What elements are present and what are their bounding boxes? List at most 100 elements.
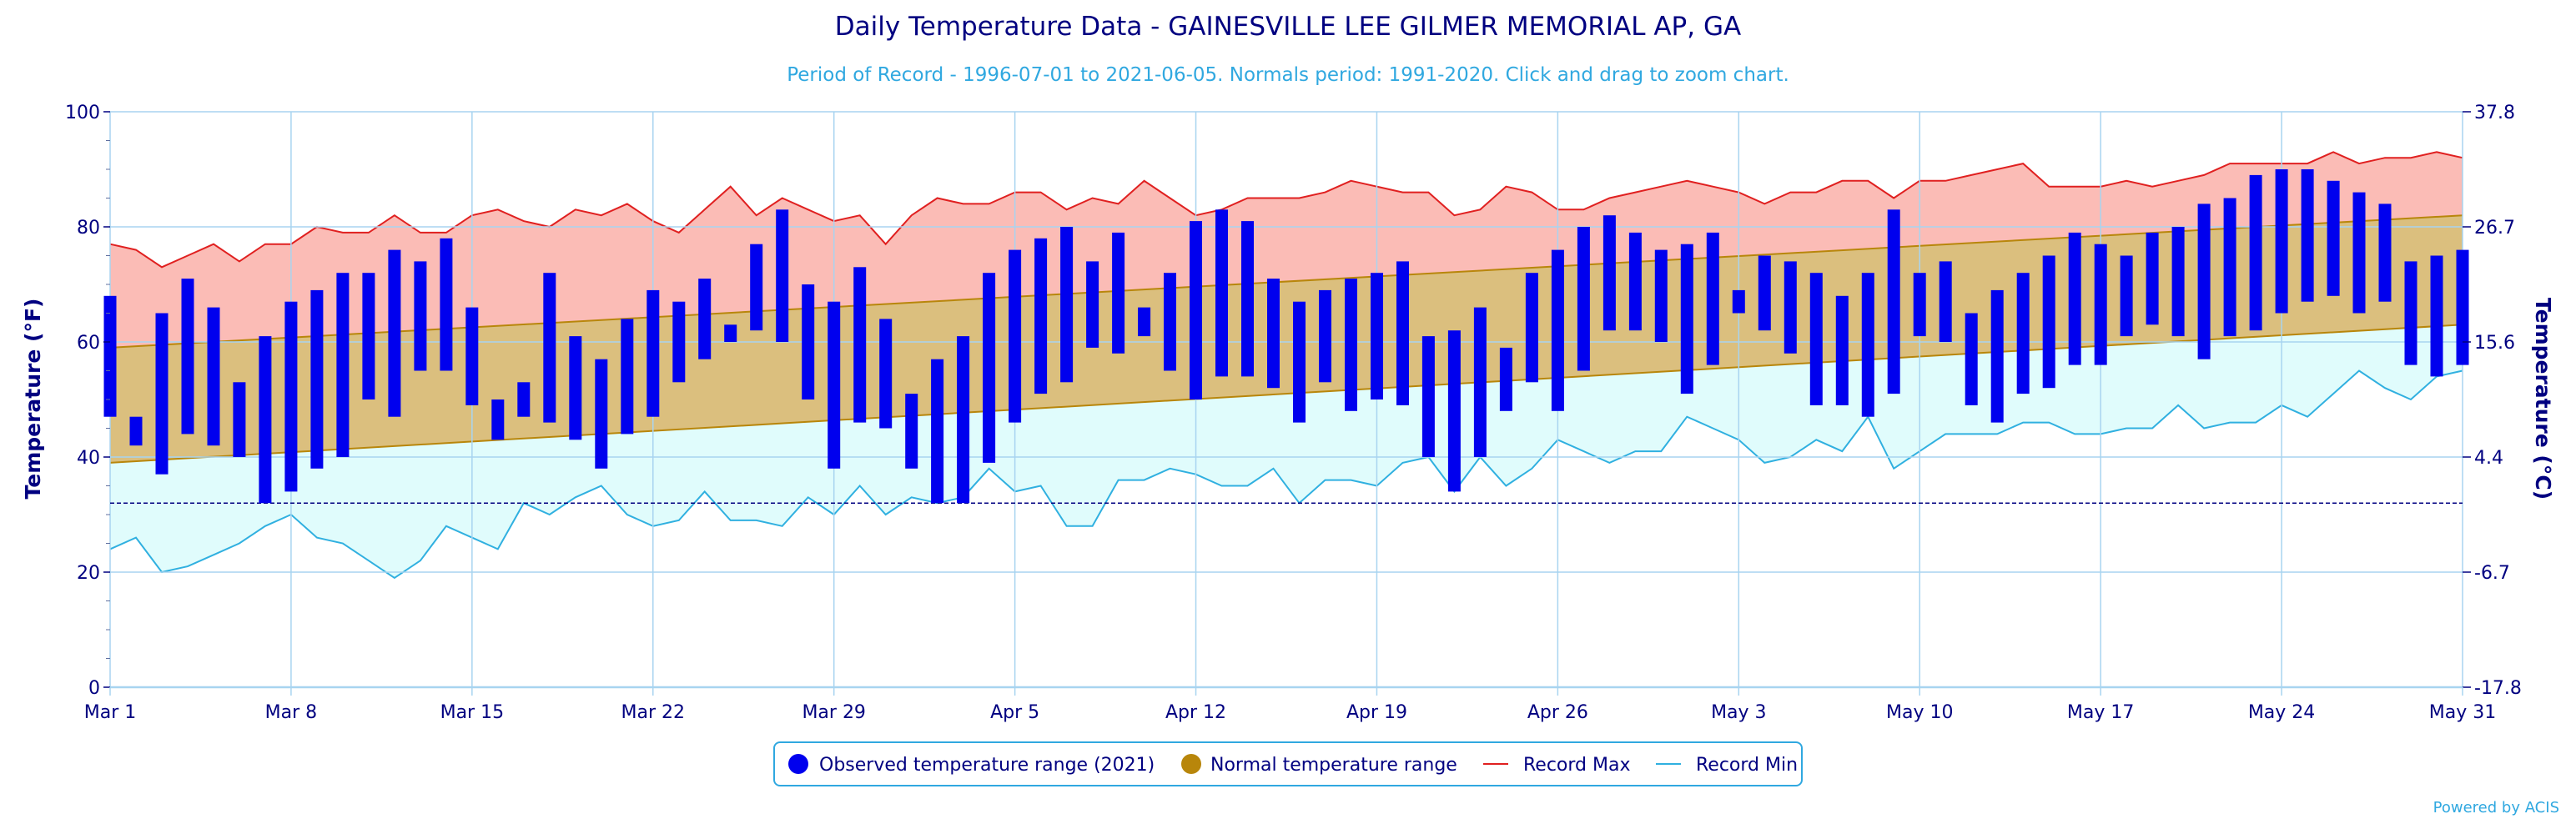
observed-bar[interactable] xyxy=(1990,289,2004,423)
observed-bar[interactable] xyxy=(1809,273,1823,405)
observed-bar[interactable] xyxy=(1758,255,1771,331)
observed-bar[interactable] xyxy=(336,273,350,457)
observed-bar[interactable] xyxy=(595,359,608,469)
observed-bar[interactable] xyxy=(853,267,867,423)
observed-bar[interactable] xyxy=(1861,273,1874,417)
observed-bar[interactable] xyxy=(543,273,556,423)
observed-bar[interactable] xyxy=(129,416,143,446)
observed-bar[interactable] xyxy=(284,301,298,492)
observed-bar[interactable] xyxy=(491,399,505,440)
observed-bar[interactable] xyxy=(2275,169,2288,314)
observed-bar[interactable] xyxy=(1112,232,1125,354)
observed-bar[interactable] xyxy=(1009,249,1022,423)
observed-bar[interactable] xyxy=(1319,289,1331,383)
observed-bar[interactable] xyxy=(2171,227,2185,337)
observed-bar[interactable] xyxy=(1525,273,1538,383)
observed-bar[interactable] xyxy=(1732,289,1745,314)
observed-bar[interactable] xyxy=(1034,238,1048,394)
observed-bar[interactable] xyxy=(569,336,582,440)
observed-bar[interactable] xyxy=(310,289,324,469)
observed-bar[interactable] xyxy=(1654,249,1668,342)
observed-bar[interactable] xyxy=(1060,227,1074,383)
observed-bar[interactable] xyxy=(1293,301,1306,423)
observed-bar[interactable] xyxy=(181,279,194,435)
observed-bar[interactable] xyxy=(2042,255,2055,389)
observed-bar[interactable] xyxy=(2146,232,2159,325)
observed-bar[interactable] xyxy=(2223,198,2236,337)
observed-bar[interactable] xyxy=(957,336,970,504)
observed-bar[interactable] xyxy=(207,307,220,446)
legend-item-observed[interactable]: Observed temperature range (2021) xyxy=(788,754,1155,776)
observed-bar[interactable] xyxy=(2404,261,2418,365)
observed-bar[interactable] xyxy=(1577,227,1590,371)
observed-bar[interactable] xyxy=(1499,347,1512,411)
observed-bar[interactable] xyxy=(1138,307,1151,337)
observed-bar[interactable] xyxy=(621,319,634,435)
observed-bar[interactable] xyxy=(983,273,996,463)
observed-bar[interactable] xyxy=(1680,244,1693,394)
observed-bar[interactable] xyxy=(259,336,272,504)
legend-item-record-min[interactable]: Record Min xyxy=(1656,755,1798,776)
observed-bar[interactable] xyxy=(828,301,841,469)
observed-bar[interactable] xyxy=(1965,313,1978,405)
observed-bar[interactable] xyxy=(1551,249,1564,411)
observed-bar[interactable] xyxy=(2068,232,2081,365)
observed-bar[interactable] xyxy=(647,289,660,417)
observed-bar[interactable] xyxy=(1345,279,1357,411)
observed-bar[interactable] xyxy=(2352,192,2366,314)
credit-link[interactable]: Powered by ACIS xyxy=(2433,799,2559,816)
observed-bar[interactable] xyxy=(465,307,479,405)
observed-bar[interactable] xyxy=(2378,203,2392,302)
observed-bar[interactable] xyxy=(802,284,815,399)
legend-item-normal[interactable]: Normal temperature range xyxy=(1181,754,1457,776)
observed-bar[interactable] xyxy=(1086,261,1099,348)
observed-bar[interactable] xyxy=(2301,169,2314,302)
observed-bar[interactable] xyxy=(672,301,686,383)
observed-bar[interactable] xyxy=(2327,180,2340,296)
observed-bar[interactable] xyxy=(1371,273,1383,399)
observed-bar[interactable] xyxy=(2249,174,2262,331)
observed-bar[interactable] xyxy=(103,295,117,417)
observed-bar[interactable] xyxy=(1267,279,1280,389)
observed-bar[interactable] xyxy=(2197,203,2211,359)
observed-bar[interactable] xyxy=(362,273,375,399)
observed-bar[interactable] xyxy=(1421,336,1435,457)
observed-bar[interactable] xyxy=(2094,244,2107,365)
observed-bar[interactable] xyxy=(2430,255,2443,377)
observed-bar[interactable] xyxy=(1628,232,1642,331)
observed-bar[interactable] xyxy=(1602,215,1616,331)
observed-bar[interactable] xyxy=(233,382,246,457)
observed-bar[interactable] xyxy=(1913,273,1926,337)
observed-bar[interactable] xyxy=(1396,261,1409,405)
observed-bar[interactable] xyxy=(2016,273,2030,394)
observed-bar[interactable] xyxy=(2456,249,2469,365)
observed-bar[interactable] xyxy=(1835,295,1849,405)
observed-bar[interactable] xyxy=(388,249,401,417)
observed-bar[interactable] xyxy=(517,382,531,417)
observed-bar[interactable] xyxy=(1447,330,1461,492)
observed-bar[interactable] xyxy=(724,324,737,342)
observed-bar[interactable] xyxy=(155,313,169,475)
y-tick-label-left: 0 xyxy=(88,678,100,699)
observed-bar[interactable] xyxy=(1215,209,1228,377)
observed-bar[interactable] xyxy=(1939,261,1952,342)
observed-bar[interactable] xyxy=(776,209,789,342)
observed-bar[interactable] xyxy=(750,244,763,331)
legend-item-record-max[interactable]: Record Max xyxy=(1483,755,1631,776)
observed-bar[interactable] xyxy=(879,319,893,429)
observed-bar[interactable] xyxy=(1887,209,1900,394)
observed-bar[interactable] xyxy=(931,359,944,504)
observed-bar[interactable] xyxy=(698,279,712,359)
observed-bar[interactable] xyxy=(1164,273,1176,371)
observed-bar[interactable] xyxy=(1706,232,1719,365)
observed-bar[interactable] xyxy=(440,238,453,371)
observed-bar[interactable] xyxy=(1784,261,1797,354)
observed-bar[interactable] xyxy=(905,394,918,469)
observed-bar[interactable] xyxy=(414,261,427,371)
observed-bar[interactable] xyxy=(1473,307,1487,457)
observed-bar[interactable] xyxy=(1190,221,1202,399)
observed-bar[interactable] xyxy=(1241,221,1254,377)
observed-bar[interactable] xyxy=(2120,255,2133,337)
